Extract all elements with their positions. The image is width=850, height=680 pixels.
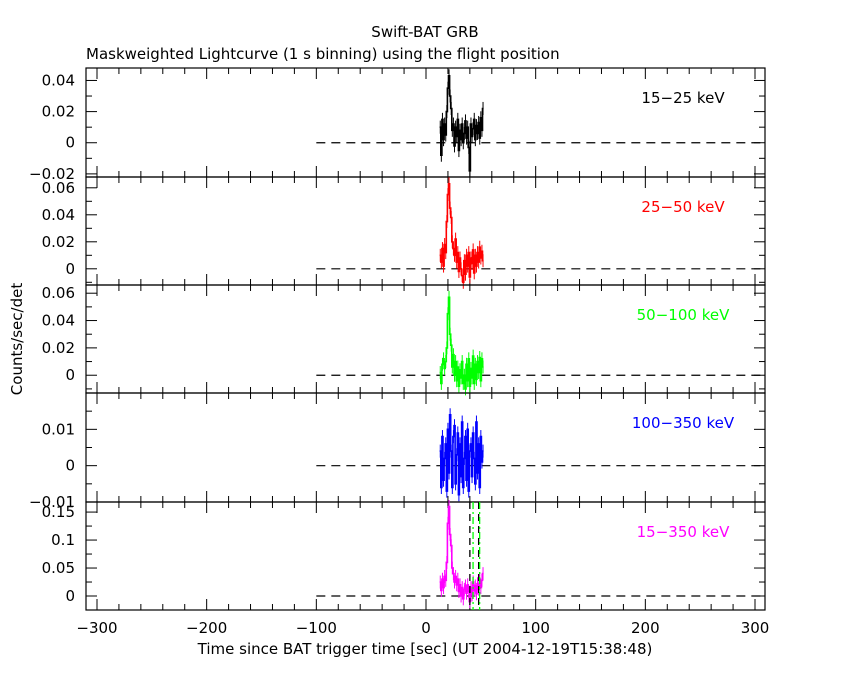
x-tick-label: 200 [631, 619, 660, 637]
panel-frame [85, 284, 766, 394]
panel-frame [85, 501, 766, 611]
y-tick-label: 0 [65, 366, 75, 384]
y-tick-label: 0.1 [51, 531, 75, 549]
band-label: 15−350 keV [637, 523, 730, 541]
panel-frame [85, 392, 766, 503]
lightcurve-series [439, 183, 484, 284]
y-axis-label: Counts/sec/det [8, 283, 26, 396]
x-tick-label: −100 [296, 619, 337, 637]
panel-4: −0.01 0 0.01 100−350 keV [29, 392, 766, 511]
y-tick-label: −0.02 [29, 165, 75, 183]
x-tick-label: −200 [186, 619, 227, 637]
y-tick-label: 0.06 [42, 284, 75, 302]
y-tick-label: 0.05 [42, 559, 75, 577]
lightcurve-series [439, 414, 484, 496]
y-tick-label: 0.02 [42, 103, 75, 121]
x-tick-label: −300 [76, 619, 117, 637]
lightcurve-series [439, 75, 484, 172]
panel-1: −0.02 0 0.02 0.04 15−25 keV [29, 67, 766, 183]
y-tick-label: 0.15 [42, 503, 75, 521]
y-tick-label: −0.01 [29, 493, 75, 511]
panel-3: 0 0.02 0.04 0.06 50−100 keV [42, 284, 766, 396]
band-label: 100−350 keV [632, 414, 735, 432]
band-label: 50−100 keV [637, 306, 730, 324]
y-tick-label: 0 [65, 587, 75, 605]
chart-subtitle: Maskweighted Lightcurve (1 s binning) us… [86, 45, 560, 63]
y-tick-label: 0.02 [42, 233, 75, 251]
y-tick-label: 0.01 [42, 420, 75, 438]
band-label: 25−50 keV [641, 198, 725, 216]
lightcurve-series [439, 296, 484, 390]
panel-5: 0 0.05 0.1 0.15 15−350 keV [42, 499, 766, 611]
y-tick-label: 0.06 [42, 179, 75, 197]
y-tick-label: 0.04 [42, 71, 75, 89]
y-tick-label: 0 [65, 134, 75, 152]
x-axis-label: Time since BAT trigger time [sec] (UT 20… [197, 640, 653, 658]
y-tick-label: 0.02 [42, 339, 75, 357]
y-tick-label: 0 [65, 457, 75, 475]
x-tick-label: 0 [421, 619, 431, 637]
y-tick-label: 0.04 [42, 206, 75, 224]
chart-title: Swift-BAT GRB [371, 23, 478, 41]
lightcurve-series [439, 505, 484, 603]
panel-frame [85, 67, 766, 178]
y-tick-label: 0.04 [42, 312, 75, 330]
x-tick-label: 300 [741, 619, 770, 637]
x-tick-label: 100 [521, 619, 550, 637]
y-tick-label: 0 [65, 260, 75, 278]
panel-2: 0 0.02 0.04 0.06 25−50 keV [42, 176, 766, 289]
band-label: 15−25 keV [641, 89, 725, 107]
